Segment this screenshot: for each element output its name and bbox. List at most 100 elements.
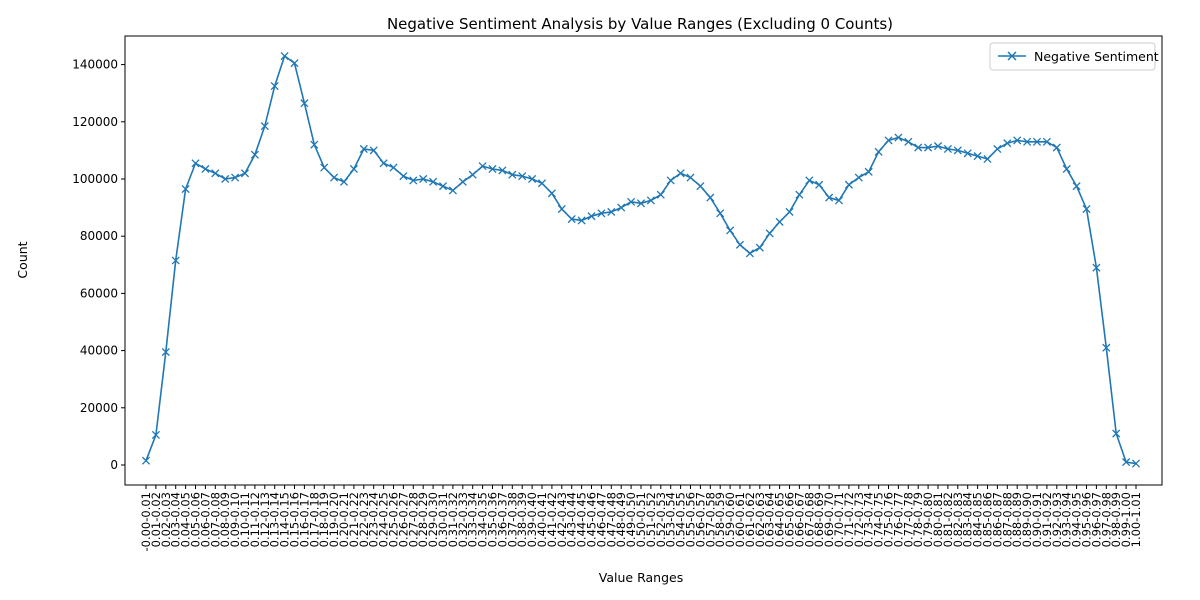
data-point <box>211 169 220 178</box>
x-tick-label: 0.78-0.79 <box>911 492 925 547</box>
x-tick-label: 0.92-0.93 <box>1050 492 1064 547</box>
data-point <box>310 140 319 149</box>
data-point <box>1082 204 1091 214</box>
x-tick-label: 0.81-0.82 <box>941 492 955 547</box>
data-point <box>874 147 883 156</box>
data-point <box>646 196 655 205</box>
y-tick-label: 60000 <box>80 286 118 300</box>
data-point <box>191 159 200 168</box>
x-tick-label: 0.35-0.36 <box>486 492 500 547</box>
data-point <box>993 144 1002 154</box>
data-point <box>765 229 774 238</box>
x-tick-label: 0.12-0.13 <box>258 492 272 547</box>
x-tick-label: 0.03-0.04 <box>169 492 183 547</box>
data-point <box>983 154 992 164</box>
data-point <box>438 182 448 191</box>
x-tick-label: 0.44-0.45 <box>575 492 589 547</box>
x-tick-label: 0.88-0.89 <box>1010 492 1024 547</box>
y-axis-label: Count <box>15 241 30 278</box>
data-point <box>924 143 933 152</box>
data-point <box>1102 343 1111 352</box>
x-tick-label: 0.38-0.39 <box>515 492 529 547</box>
data-point <box>597 209 606 218</box>
x-tick-label: 0.53-0.54 <box>664 492 678 547</box>
x-tick-label: 0.16-0.17 <box>297 492 311 547</box>
x-tick-label: 0.63-0.64 <box>763 492 777 547</box>
plot-area: 020000400006000080000100000120000140000 … <box>72 35 1163 552</box>
x-tick-label: 0.97-0.98 <box>1099 492 1113 547</box>
x-tick-label: 1.00-1.01 <box>1129 492 1143 547</box>
x-tick-label: 0.98-0.99 <box>1109 492 1123 547</box>
x-tick-label: 0.34-0.35 <box>476 492 490 547</box>
x-tick-label: 0.87-0.88 <box>1000 492 1014 547</box>
data-point <box>577 216 586 225</box>
data-point <box>587 212 596 221</box>
legend-frame <box>989 42 1156 71</box>
x-tick-label: 0.57-0.58 <box>703 492 717 547</box>
data-point <box>963 149 972 158</box>
data-point <box>844 180 853 189</box>
data-point <box>805 176 814 185</box>
data-point <box>429 177 438 186</box>
data-point <box>280 51 289 61</box>
data-point <box>1032 137 1042 146</box>
data-point <box>676 169 685 178</box>
x-tick-label: 0.56-0.57 <box>693 492 707 547</box>
x-tick-label: 0.36-0.37 <box>495 492 509 547</box>
data-point <box>884 136 893 145</box>
data-point <box>607 207 616 216</box>
data-point <box>785 207 794 216</box>
x-tick-label: 0.84-0.85 <box>971 492 985 547</box>
x-tick-label: 0.48-0.49 <box>614 492 628 547</box>
x-tick-label: 0.28-0.29 <box>416 492 430 547</box>
x-tick-label: 0.43-0.44 <box>565 492 579 547</box>
x-tick-label: 0.61-0.62 <box>743 492 757 547</box>
x-tick-label: 0.52-0.53 <box>654 492 668 547</box>
data-point <box>1131 459 1141 468</box>
x-tick-label: 0.73-0.74 <box>862 492 876 547</box>
data-point <box>161 347 170 357</box>
x-tick-label: 0.27-0.28 <box>406 492 420 547</box>
data-point <box>518 172 527 181</box>
data-point <box>240 169 250 178</box>
data-point <box>1112 429 1121 438</box>
x-axis-label: Value Ranges <box>599 570 683 585</box>
data-point <box>834 196 844 205</box>
x-tick-label: 0.62-0.63 <box>753 492 767 547</box>
x-tick-label: 0.94-0.95 <box>1070 492 1084 547</box>
x-tick-label: 0.29-0.30 <box>426 492 440 547</box>
x-tick-label: 0.71-0.72 <box>842 492 856 547</box>
x-tick-label: 0.68-0.69 <box>812 492 826 547</box>
y-tick-label: 120000 <box>72 115 118 129</box>
data-point <box>755 243 764 252</box>
x-tick-label: 0.04-0.05 <box>179 492 193 547</box>
data-point <box>349 164 358 174</box>
data-point <box>508 170 517 179</box>
x-tick-label: 0.76-0.77 <box>891 492 905 547</box>
x-tick-label: 0.70-0.71 <box>832 492 846 547</box>
data-point <box>567 214 576 224</box>
data-point <box>557 204 566 214</box>
x-tick-label: 0.86-0.87 <box>990 492 1004 547</box>
data-point <box>1122 458 1131 467</box>
data-point <box>478 162 487 171</box>
x-tick-label: 0.21-0.22 <box>347 492 361 547</box>
data-point <box>419 174 428 184</box>
x-tick-label: 0.51-0.52 <box>644 492 658 547</box>
data-point <box>1003 139 1012 148</box>
x-tick-label: 0.82-0.83 <box>951 492 965 547</box>
x-tick-label: 0.37-0.38 <box>505 492 519 547</box>
y-axis: 0 20000 40000 60000 80000 100000 120000 140000 <box>72 58 125 472</box>
plot-frame <box>124 35 1163 486</box>
data-point <box>300 99 309 108</box>
data-point <box>498 166 507 175</box>
x-tick-label: 0.55-0.56 <box>684 492 698 547</box>
x-axis: -0.00-0.010.01-0.020.02-0.030.03-0.040.0… <box>139 485 1143 552</box>
data-point <box>270 81 279 91</box>
x-tick-label: 0.90-0.91 <box>1030 492 1044 547</box>
data-point <box>389 163 398 172</box>
data-point <box>260 122 269 131</box>
x-tick-label: 0.19-0.20 <box>327 492 341 547</box>
x-tick-label: 0.24-0.25 <box>377 492 391 547</box>
x-tick-label: 0.60-0.61 <box>733 492 747 547</box>
